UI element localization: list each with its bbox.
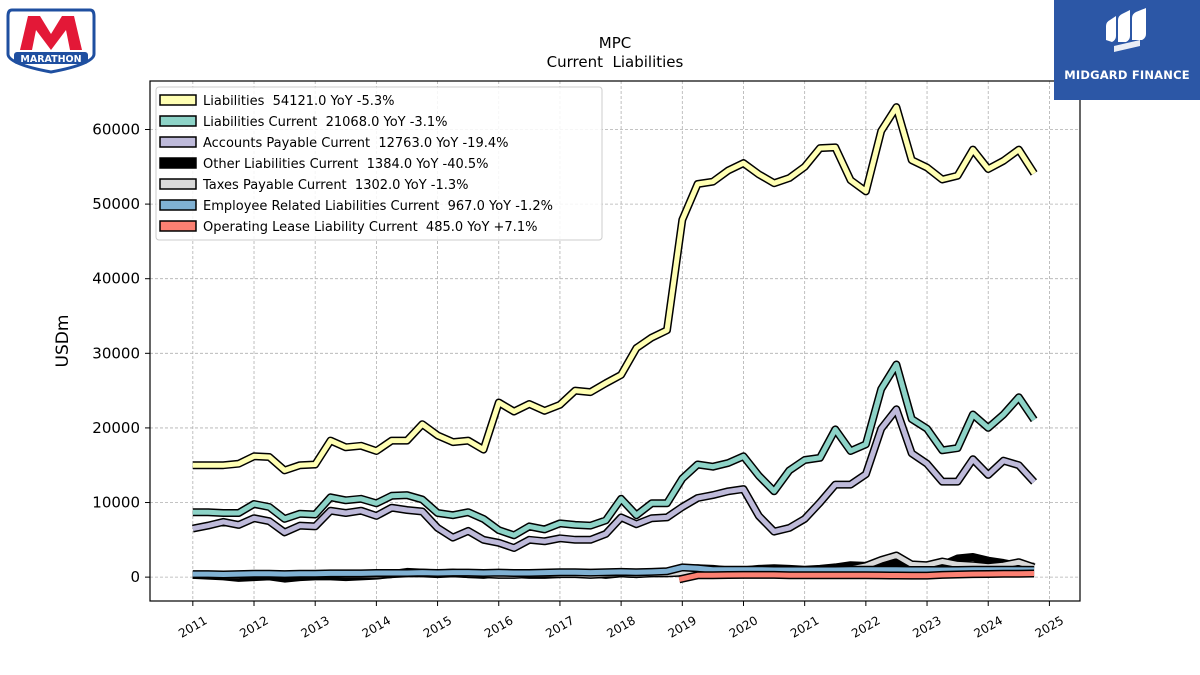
legend-box xyxy=(155,86,603,241)
midgard-wordmark: MIDGARD FINANCE xyxy=(1064,68,1190,82)
x-tick-label: 2012 xyxy=(237,613,270,640)
legend-label-6: Operating Lease Liability Current 485.0 … xyxy=(203,220,537,235)
series-line-1 xyxy=(192,362,1037,538)
y-tick-label: 30000 xyxy=(92,344,140,362)
legend-swatch-1 xyxy=(159,115,197,127)
x-tick-label: 2018 xyxy=(604,613,637,640)
legend-label-1: Liabilities Current 21068.0 YoY -3.1% xyxy=(203,115,447,130)
legend-swatch-0 xyxy=(159,94,197,106)
y-axis-label: USDm xyxy=(53,315,73,368)
legend-label-2: Accounts Payable Current 12763.0 YoY -19… xyxy=(203,136,508,151)
midgard-finance-logo: MIDGARD FINANCE xyxy=(1054,0,1200,100)
x-tick-label: 2015 xyxy=(421,613,454,640)
x-tick-label: 2022 xyxy=(849,613,882,640)
x-tick-label: 2011 xyxy=(176,613,209,640)
marathon-wordmark: MARATHON xyxy=(20,54,81,65)
x-tick-label: 2023 xyxy=(910,613,943,640)
legend-swatch-5 xyxy=(159,199,197,211)
y-tick-label: 60000 xyxy=(92,120,140,138)
series-line-6 xyxy=(678,571,1035,582)
legend-label-5: Employee Related Liabilities Current 967… xyxy=(203,199,553,214)
x-tick-label: 2017 xyxy=(543,613,576,640)
x-tick-label: 2013 xyxy=(298,613,331,640)
y-tick-label: 40000 xyxy=(92,270,140,288)
marathon-logo: MARATHON xyxy=(4,6,98,76)
legend-label-4: Taxes Payable Current 1302.0 YoY -1.3% xyxy=(202,178,469,193)
legend-label-3: Other Liabilities Current 1384.0 YoY -40… xyxy=(203,157,489,172)
marathon-shield-icon: MARATHON xyxy=(6,8,96,74)
series-lines xyxy=(192,103,1038,584)
x-tick-label: 2019 xyxy=(666,613,699,640)
legend-swatch-2 xyxy=(159,136,197,148)
plot-frame xyxy=(149,80,1081,602)
y-tick-label: 50000 xyxy=(92,195,140,213)
legend-swatch-6 xyxy=(159,220,197,232)
series-line-0 xyxy=(192,104,1037,473)
chart-title: MPC xyxy=(599,34,631,52)
x-tick-label: 2014 xyxy=(360,613,393,640)
legend-swatch-4 xyxy=(159,178,197,190)
x-tick-label: 2024 xyxy=(971,613,1004,640)
x-tick-label: 2016 xyxy=(482,613,515,640)
y-tick-label: 10000 xyxy=(92,494,140,512)
legend: Liabilities 54121.0 YoY -5.3% Liabilities… xyxy=(155,86,603,241)
series-line-5 xyxy=(192,564,1035,577)
y-tick-label: 20000 xyxy=(92,419,140,437)
x-tick-label: 2025 xyxy=(1033,613,1066,640)
legend-label-0: Liabilities 54121.0 YoY -5.3% xyxy=(203,94,395,109)
legend-swatch-3 xyxy=(159,157,197,169)
x-tick-label: 2020 xyxy=(727,613,760,640)
y-tick-label: 0 xyxy=(130,568,140,586)
x-tick-label: 2021 xyxy=(788,613,821,640)
chart-subtitle: Current Liabilities xyxy=(547,53,684,71)
series-line-2 xyxy=(192,406,1036,551)
midgard-mark-icon xyxy=(1106,8,1146,52)
